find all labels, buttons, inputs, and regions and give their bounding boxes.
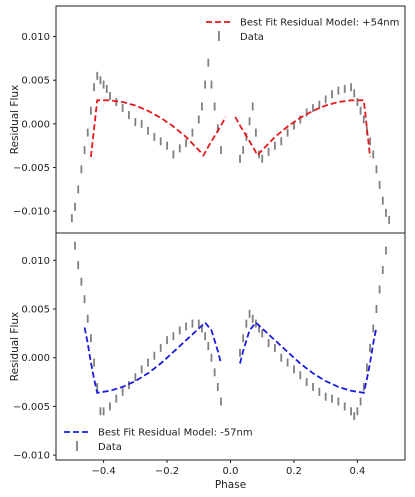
x-tick-label: −0.2 (155, 466, 179, 477)
legend-model-label: Best Fit Residual Model: +54nm (240, 18, 399, 29)
x-tick-label: −0.4 (91, 466, 115, 477)
y-axis-label: Residual Flux (9, 312, 21, 382)
bottom-panel: 0.010 0.005 0.000 −0.005 −0.010 −0.4 −0.2 0.0 0.… (9, 232, 406, 491)
y-tick-label: 0.000 (21, 119, 50, 130)
legend-model-label: Best Fit Residual Model: -57nm (98, 428, 253, 439)
legend-data-label: Data (98, 442, 122, 453)
y-tick-label: 0.010 (21, 256, 50, 267)
model-curve (239, 321, 378, 394)
plot-frame (55, 5, 406, 234)
y-tick-label: −0.010 (13, 207, 50, 218)
y-tick-label: −0.005 (13, 402, 50, 413)
y-tick-label: 0.010 (21, 32, 50, 43)
x-axis-label: Phase (215, 479, 246, 491)
y-tick-label: 0.000 (21, 353, 50, 364)
y-tick-label: −0.010 (13, 451, 50, 462)
x-tick-label: 0.0 (223, 466, 239, 477)
y-axis-label: Residual Flux (9, 85, 21, 155)
plot-frame (55, 232, 406, 461)
y-tick-label: −0.005 (13, 163, 50, 174)
model-curve (234, 99, 371, 158)
model-curve (90, 99, 227, 158)
y-tick-label: 0.005 (21, 76, 50, 87)
y-tick-label: 0.005 (21, 304, 50, 315)
top-panel: 0.010 0.005 0.000 −0.005 −0.010 Residual Flux… (9, 5, 406, 234)
model-curve (83, 321, 222, 394)
x-tick-label: 0.4 (349, 466, 365, 477)
legend-data-label: Data (240, 32, 264, 43)
x-tick-label: 0.2 (286, 466, 302, 477)
